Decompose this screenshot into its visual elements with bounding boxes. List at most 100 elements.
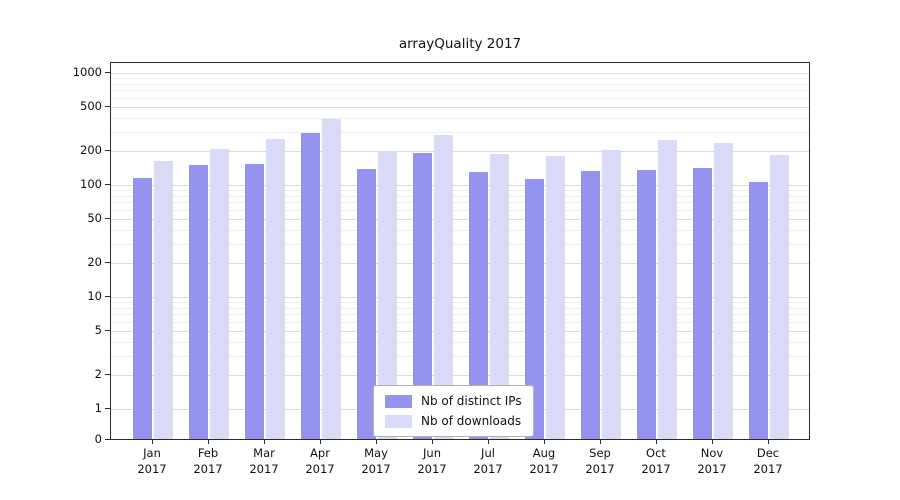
y-tick [105, 262, 110, 264]
x-tick-label: May 2017 [361, 446, 391, 476]
x-tick-label: Jul 2017 [473, 446, 503, 476]
minor-gridline [111, 229, 809, 231]
bar-distinct-ips [357, 168, 376, 439]
legend-swatch-distinct-ips [385, 394, 412, 408]
minor-gridline [111, 209, 809, 211]
minor-gridline [111, 83, 809, 85]
y-tick [105, 184, 110, 185]
x-tick [432, 440, 433, 444]
major-gridline [111, 330, 809, 332]
minor-gridline [111, 243, 809, 245]
bar-downloads [210, 148, 229, 439]
major-gridline [111, 185, 809, 186]
bar-distinct-ips [301, 133, 320, 439]
minor-gridline [111, 302, 809, 304]
y-tick-label: 1 [94, 401, 102, 415]
y-tick [105, 374, 110, 376]
x-tick [656, 440, 657, 444]
y-tick [105, 296, 110, 297]
minor-gridline [111, 321, 809, 323]
minor-gridline [111, 131, 809, 133]
minor-gridline [111, 195, 809, 197]
bar-distinct-ips [413, 153, 432, 439]
y-tick-label: 20 [87, 255, 102, 270]
x-tick [544, 440, 545, 444]
bar-distinct-ips [749, 182, 768, 439]
y-tick-label: 2 [94, 367, 102, 382]
bar-downloads [546, 156, 565, 439]
y-tick-label: 0 [94, 432, 102, 446]
bar-downloads [770, 154, 789, 439]
x-tick [264, 440, 265, 444]
major-gridline [111, 151, 809, 153]
chart-title: arrayQuality 2017 [398, 36, 522, 52]
y-tick [105, 439, 110, 440]
x-tick-label: Sep 2017 [585, 446, 615, 476]
x-tick-label: Nov 2017 [697, 446, 727, 476]
y-tick [105, 150, 110, 152]
bar-downloads [490, 153, 509, 439]
x-tick [488, 440, 489, 444]
bar-downloads [378, 152, 397, 439]
bar-distinct-ips [189, 165, 208, 439]
minor-gridline [111, 78, 809, 80]
legend-label-downloads: Nb of downloads [421, 414, 522, 428]
bar-distinct-ips [133, 178, 152, 439]
y-tick [105, 105, 110, 107]
major-gridline [111, 263, 809, 265]
bar-downloads [322, 118, 341, 439]
bar-downloads [658, 140, 677, 439]
bar-distinct-ips [245, 163, 264, 439]
major-gridline [111, 106, 809, 108]
x-tick [376, 440, 377, 444]
bar-distinct-ips [581, 171, 600, 439]
major-gridline [111, 73, 809, 74]
bar-downloads [154, 160, 173, 439]
x-tick [320, 440, 321, 444]
minor-gridline [111, 307, 809, 309]
y-tick-label: 50 [87, 210, 102, 225]
major-gridline [111, 218, 809, 220]
bar-downloads [266, 139, 285, 439]
y-tick [105, 72, 110, 73]
legend-item-distinct-ips: Nb of distinct IPs [385, 394, 522, 408]
minor-gridline [111, 202, 809, 204]
minor-gridline [111, 90, 809, 92]
minor-gridline [111, 355, 809, 357]
y-tick-label: 10 [87, 289, 102, 303]
minor-gridline [111, 314, 809, 316]
y-tick-label: 200 [80, 143, 102, 158]
x-tick-label: Dec 2017 [753, 446, 783, 476]
y-tick [105, 408, 110, 409]
bar-distinct-ips [525, 179, 544, 439]
bar-downloads [714, 142, 733, 439]
bar-distinct-ips [637, 170, 656, 439]
legend: Nb of distinct IPs Nb of downloads [373, 385, 534, 437]
major-gridline [111, 297, 809, 298]
minor-gridline [111, 341, 809, 343]
x-tick-label: Mar 2017 [249, 446, 279, 476]
legend-label-distinct-ips: Nb of distinct IPs [421, 394, 522, 408]
major-gridline [111, 375, 809, 377]
x-tick [712, 440, 713, 444]
x-tick [152, 440, 153, 444]
bar-distinct-ips [469, 172, 488, 439]
x-tick-label: Aug 2017 [529, 446, 559, 476]
x-tick-label: Apr 2017 [305, 446, 335, 476]
bar-distinct-ips [693, 167, 712, 439]
x-tick-label: Jan 2017 [137, 446, 167, 476]
plot-area: Nb of distinct IPs Nb of downloads [110, 62, 810, 440]
y-tick-label: 500 [80, 98, 102, 113]
minor-gridline [111, 190, 809, 192]
bar-downloads [434, 135, 453, 439]
minor-gridline [111, 117, 809, 119]
minor-gridline [111, 97, 809, 99]
y-tick [105, 329, 110, 331]
x-tick [208, 440, 209, 444]
y-tick-label: 100 [80, 177, 102, 191]
y-tick [105, 217, 110, 219]
legend-item-downloads: Nb of downloads [385, 414, 522, 428]
x-tick [768, 440, 769, 444]
x-tick-label: Feb 2017 [193, 446, 223, 476]
